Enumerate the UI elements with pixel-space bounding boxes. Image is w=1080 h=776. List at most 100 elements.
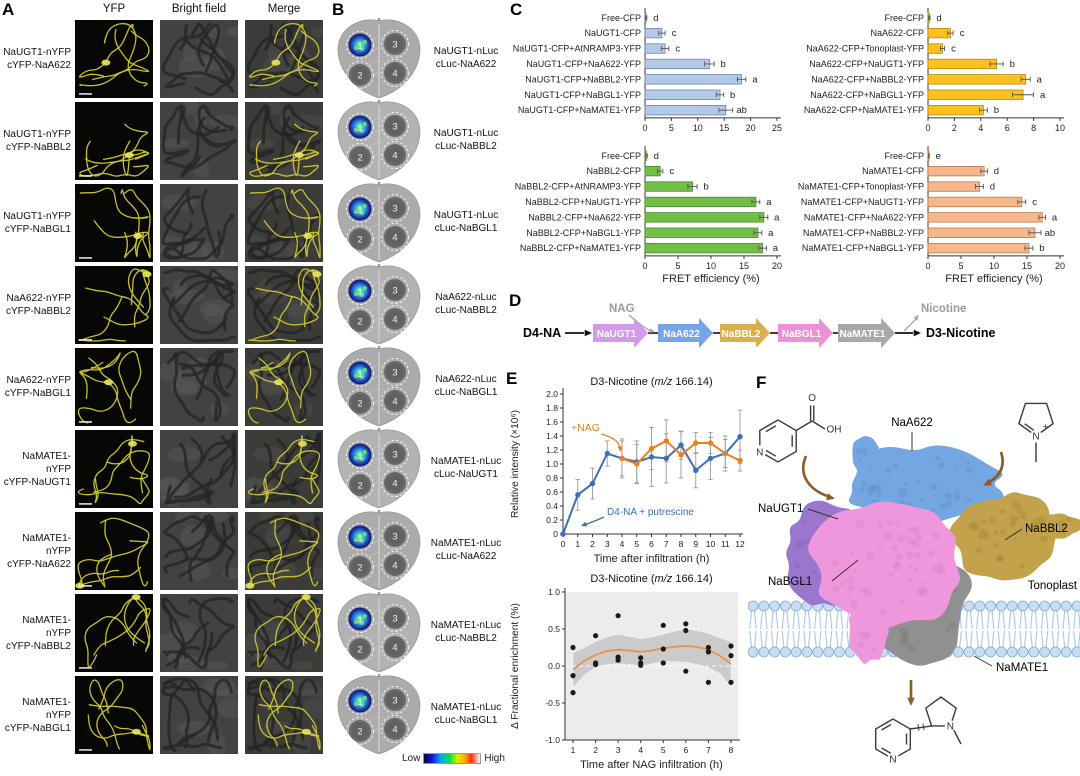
merge-image <box>245 266 323 344</box>
data-point <box>683 627 689 634</box>
y-tick-label: 1.6 <box>546 417 558 427</box>
x-tick-label: 20 <box>772 261 782 271</box>
arrowhead <box>913 329 921 337</box>
leaf-construct-label: NaMATE1-nLuc cLuc-NaUGT1 <box>424 428 508 508</box>
significance-letter: ab <box>736 105 747 116</box>
spot-number: 4 <box>392 233 397 244</box>
luminescent-spot <box>348 361 372 385</box>
x-tick-label: 2 <box>952 123 957 133</box>
spot-number: 1 <box>357 369 362 380</box>
nabbl2-blob <box>948 492 1061 581</box>
spot-outline <box>346 523 374 551</box>
y-axis-title: Δ Fractional enrichment (%) <box>510 603 521 729</box>
x-tick-label: 11 <box>721 539 730 549</box>
lipid-head <box>952 646 964 658</box>
colorbar-high-label: High <box>484 753 505 764</box>
data-point <box>593 633 599 639</box>
y-tick-label: 1.8 <box>546 403 558 413</box>
x-tick-label: 20 <box>746 123 756 133</box>
cell-boundary <box>178 442 213 505</box>
cell-outline <box>85 140 150 177</box>
significance-letter: b <box>730 90 735 101</box>
spot-outline <box>381 358 409 386</box>
lipid-head <box>790 600 802 612</box>
data-point <box>604 450 610 457</box>
x-axis-title: Time after infiltration (h) <box>594 553 710 565</box>
lipid-head <box>1049 646 1061 658</box>
bar <box>644 227 759 238</box>
bright-field-image <box>160 430 238 508</box>
scale-bar <box>79 749 92 751</box>
spot-number: 1 <box>357 533 362 544</box>
spot-outline <box>381 387 409 415</box>
cell-outline <box>96 679 124 747</box>
merge-image <box>245 102 323 180</box>
nabgl1-protein-label: NaBGL1 <box>768 576 812 588</box>
significance-letter: c <box>669 166 674 177</box>
lipid-head <box>974 646 986 658</box>
construct-label-line2: cYFP-NaBBL2 <box>5 142 71 153</box>
annotation-d4na: D4-NA + putrescine <box>607 507 694 518</box>
enzyme-name: NaBGL1 <box>782 329 822 340</box>
category-label: NaBBL2-CFP+NaMATE1-YFP <box>520 243 641 253</box>
data-point <box>589 480 596 487</box>
spot-outline <box>381 686 409 714</box>
significance-letter: ab <box>1045 228 1056 239</box>
cell-outline <box>133 268 151 328</box>
construct-pair-label: NaMATE1-nYFP cYFP-NaBBL2 <box>0 594 71 672</box>
category-label: NaUGT1-CFP <box>584 28 641 38</box>
cell-boundary <box>164 513 213 559</box>
data-point <box>663 438 669 444</box>
fret-chart-naugt1: 0 5 10 15 20 25 Free-CFP d NaUGT1-CFP c NaUGT1-CFP… <box>513 8 782 133</box>
data-point <box>575 492 581 498</box>
y-tick-label: 1.4 <box>546 431 558 441</box>
spot-outline <box>346 471 374 499</box>
bright-field-image <box>160 348 238 426</box>
leaf-assay-row: 1 2 3 4 NaA622-nLuc cLuc-NaBBL2 <box>334 264 508 346</box>
substrate-entry-arrow <box>801 455 831 499</box>
data-point <box>678 442 684 448</box>
cell-outline <box>77 477 150 505</box>
cell-boundary <box>163 489 215 505</box>
category-label: NaBBL2-CFP <box>586 166 641 176</box>
data-point <box>678 452 684 458</box>
fluorescent-nucleus <box>124 152 134 159</box>
significance-letter: c <box>1032 197 1037 208</box>
lipid-head <box>1006 646 1018 658</box>
bar <box>927 196 1023 208</box>
construct-label-line2: cYFP-NaBGL1 <box>4 722 71 734</box>
spot-outline <box>346 441 374 469</box>
spot-outline <box>346 277 374 305</box>
spot-number: 3 <box>392 696 397 707</box>
data-point <box>728 643 734 649</box>
y-tick-label: 2.0 <box>546 389 558 399</box>
spot-outline <box>381 141 409 169</box>
leaf-label-line2: cLuc-NaBGL1 <box>434 715 498 726</box>
leaf-assay-row: 1 2 3 4 NaMATE1-nLuc cLuc-NaA622 <box>334 510 508 592</box>
bright-field-image <box>160 20 238 98</box>
bar <box>644 243 763 254</box>
cell-boundary <box>197 104 235 134</box>
spot-outline <box>381 30 409 58</box>
cell-outline <box>84 616 138 668</box>
x-tick-label: 8 <box>729 745 734 755</box>
spot-outline <box>346 113 374 141</box>
luciferase-leaf-image: 1 2 3 4 <box>337 428 421 509</box>
significance-letter: b <box>994 105 999 116</box>
lipid-head <box>758 600 770 612</box>
x-tick-label: 4 <box>638 745 643 755</box>
fret-chart-namate1: 0 5 10 15 20 FRET efficiency (%) Free-CFP e NaMA… <box>798 146 1065 285</box>
bar <box>927 27 951 39</box>
leaf-construct-label: NaUGT1-nLuc cLuc-NaBGL1 <box>424 182 508 262</box>
leaf-label-line1: NaUGT1-nLuc <box>433 210 499 221</box>
spot-number: 3 <box>392 450 397 461</box>
scale-bar <box>79 175 92 177</box>
cell-outline <box>79 187 149 219</box>
category-label: Free-CFP <box>884 151 924 161</box>
data-point <box>683 668 689 674</box>
spot-number: 4 <box>392 561 397 572</box>
x-tick-label: 10 <box>706 261 716 271</box>
cell-boundary <box>179 515 236 578</box>
category-label: Free-CFP <box>601 151 641 161</box>
luminescent-spot <box>348 689 372 713</box>
